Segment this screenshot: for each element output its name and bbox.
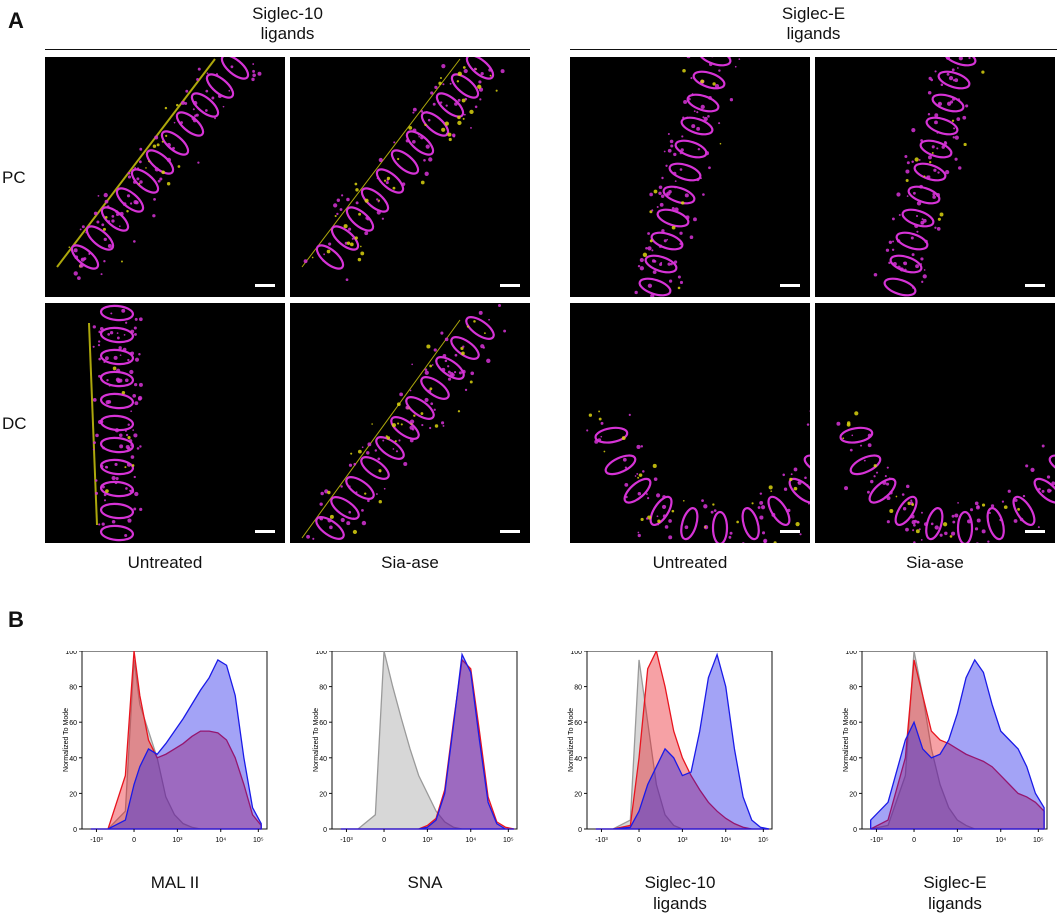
- panel-b-letter: B: [8, 607, 24, 632]
- group-title-siglece: Siglec-E ligands: [781, 4, 846, 43]
- scale-bar: [255, 284, 275, 287]
- x-tick-label: 0: [382, 837, 386, 844]
- hist-label-siglece: Siglec-E ligands: [923, 873, 987, 913]
- x-tick-label: 0: [637, 837, 641, 844]
- panel-a-letter: A: [8, 8, 24, 33]
- micrograph-pc-siglec10-siaase: [290, 57, 530, 297]
- col-label-untreated-2: Untreated: [652, 553, 728, 572]
- col-label-siaase-2: Sia-ase: [906, 553, 964, 572]
- y-tick-label: 20: [574, 791, 582, 798]
- x-tick-label: 10⁴: [465, 837, 476, 844]
- x-tick-label: 10⁴: [215, 837, 226, 844]
- plot-frame: [861, 650, 1048, 830]
- series-red: [870, 659, 1045, 830]
- series-blue: [595, 652, 770, 830]
- scale-bar: [1025, 284, 1045, 287]
- x-tick-label: 10³: [422, 837, 433, 844]
- micrograph-dc-siglec10-siaase: [290, 303, 530, 543]
- y-tick-label: 0: [578, 827, 582, 834]
- y-tick-label: 20: [849, 791, 857, 798]
- micrograph-dc-siglece-siaase: [815, 303, 1055, 543]
- y-tick-label: 100: [65, 651, 77, 656]
- y-tick-label: 80: [849, 685, 857, 692]
- x-tick-label: 0: [132, 837, 136, 844]
- y-tick-label: 20: [319, 791, 327, 798]
- histogram-0: 0 20 40 60 80 100 -10³ 0 10³ 10⁴ 10⁵ Normalized To …: [60, 649, 280, 861]
- x-tick-label: -10³: [90, 837, 103, 844]
- x-tick-label: 10⁵: [253, 837, 264, 844]
- y-tick-label: 20: [69, 791, 77, 798]
- y-tick-label: 100: [570, 651, 582, 656]
- x-tick-label: -10³: [595, 837, 608, 844]
- series-blue: [870, 658, 1045, 830]
- group-rule-siglece: [570, 49, 1057, 50]
- y-tick-label: 0: [73, 827, 77, 834]
- series-blue: [90, 658, 262, 830]
- hist-label-mal2: MAL II: [150, 873, 200, 892]
- x-tick-label: 10³: [952, 837, 963, 844]
- y-tick-label: 40: [849, 756, 857, 763]
- group-title-siglec10: Siglec-10 ligands: [252, 4, 323, 43]
- y-axis-label: Normalized To Mode: [63, 708, 70, 772]
- y-axis-label: Normalized To Mode: [843, 708, 850, 772]
- micrograph-dc-siglece-untreated: [570, 303, 810, 543]
- y-tick-label: 80: [574, 685, 582, 692]
- hist-label-siglec10: Siglec-10 ligands: [644, 873, 716, 913]
- micrograph-pc-siglec10-untreated: [45, 57, 285, 297]
- x-tick-label: -10³: [340, 837, 353, 844]
- y-tick-label: 60: [574, 720, 582, 727]
- y-tick-label: 100: [315, 651, 327, 656]
- y-tick-label: 60: [849, 720, 857, 727]
- plot-frame: [81, 650, 268, 830]
- y-axis-label: Normalized To Mode: [568, 708, 575, 772]
- micrograph-dc-siglec10-untreated: [45, 303, 285, 543]
- scale-bar: [255, 530, 275, 533]
- y-tick-label: 60: [319, 720, 327, 727]
- x-tick-label: 10⁵: [503, 837, 514, 844]
- y-tick-label: 40: [69, 756, 77, 763]
- x-tick-label: 10³: [677, 837, 688, 844]
- scale-bar: [500, 530, 520, 533]
- micrograph-pc-siglece-untreated: [570, 57, 810, 297]
- y-tick-label: 80: [319, 685, 327, 692]
- x-tick-label: 10³: [172, 837, 183, 844]
- y-tick-label: 40: [319, 756, 327, 763]
- plot-frame: [331, 650, 518, 830]
- y-tick-label: 40: [574, 756, 582, 763]
- histogram-2: 0 20 40 60 80 100 -10³ 0 10³ 10⁴ 10⁵ Normalized To …: [565, 649, 785, 861]
- row-label-dc: DC: [2, 414, 27, 433]
- y-tick-label: 0: [323, 827, 327, 834]
- y-tick-label: 100: [845, 651, 857, 656]
- row-label-pc: PC: [2, 168, 26, 187]
- col-label-siaase-1: Sia-ase: [381, 553, 439, 572]
- x-tick-label: 10⁴: [720, 837, 731, 844]
- scale-bar: [780, 284, 800, 287]
- col-label-untreated-1: Untreated: [127, 553, 203, 572]
- histogram-3: 0 20 40 60 80 100 -10³ 0 10³ 10⁴ 10⁵ Normalized To …: [840, 649, 1059, 861]
- group-rule-siglec10: [45, 49, 530, 50]
- micrograph-pc-siglece-siaase: [815, 57, 1055, 297]
- scale-bar: [1025, 530, 1045, 533]
- y-tick-label: 80: [69, 685, 77, 692]
- hist-label-sna: SNA: [407, 873, 443, 892]
- series-red: [90, 650, 262, 830]
- y-tick-label: 60: [69, 720, 77, 727]
- x-tick-label: 0: [912, 837, 916, 844]
- x-tick-label: 10⁵: [1033, 837, 1044, 844]
- x-tick-label: -10³: [870, 837, 883, 844]
- x-tick-label: 10⁴: [995, 837, 1006, 844]
- series-blue: [340, 652, 515, 830]
- scale-bar: [780, 530, 800, 533]
- plot-frame: [586, 650, 773, 830]
- y-axis-label: Normalized To Mode: [313, 708, 320, 772]
- y-tick-label: 0: [853, 827, 857, 834]
- histogram-1: 0 20 40 60 80 100 -10³ 0 10³ 10⁴ 10⁵ Normalized To …: [310, 649, 530, 861]
- scale-bar: [500, 284, 520, 287]
- x-tick-label: 10⁵: [758, 837, 769, 844]
